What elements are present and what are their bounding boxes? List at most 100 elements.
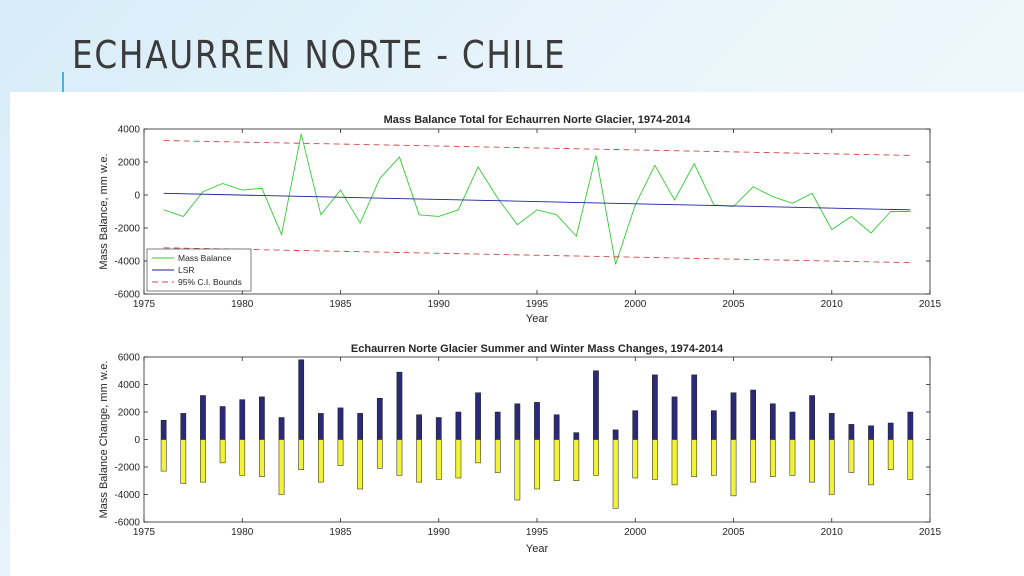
bar-summer [219, 439, 226, 464]
x-tick-label: 1995 [526, 527, 549, 538]
x-tick-label: 1990 [428, 299, 451, 310]
bar-winter [711, 410, 717, 440]
bar-summer [730, 439, 737, 497]
bar-winter [730, 392, 737, 440]
bar-winter [632, 410, 639, 440]
y-tick-label: -2000 [114, 224, 140, 235]
series-line-lsr [163, 192, 911, 211]
bar-winter [907, 411, 914, 440]
bar-winter [514, 403, 521, 440]
bar-summer [534, 439, 540, 490]
bar-summer [396, 439, 403, 476]
bar-winter [848, 424, 855, 440]
x-tick-label: 2005 [722, 299, 745, 310]
bar-winter [475, 392, 481, 440]
series-line-ci-lower [163, 247, 911, 264]
x-tick-label: 2005 [722, 527, 745, 538]
y-tick-label: 4000 [118, 380, 141, 391]
bar-summer [573, 439, 580, 481]
x-tick-label: 2015 [919, 299, 942, 310]
x-tick-label: 2010 [821, 299, 844, 310]
bar-summer [239, 439, 246, 476]
y-tick-label: 6000 [118, 353, 141, 364]
bar-summer [278, 439, 285, 495]
y-tick-label: 0 [134, 435, 140, 446]
y-tick-label: 2000 [118, 408, 141, 419]
bar-winter [593, 370, 599, 440]
x-tick-label: 1980 [231, 299, 254, 310]
x-tick-label: 1975 [133, 299, 156, 310]
plot-area [143, 128, 931, 295]
bar-summer [475, 439, 481, 464]
bar-summer [652, 439, 658, 480]
bar-winter [318, 413, 324, 440]
x-tick-label: 1975 [133, 527, 156, 538]
bar-winter [494, 411, 501, 440]
bar-summer [553, 439, 560, 481]
y-tick-label: 4000 [118, 125, 141, 136]
bar-summer [357, 439, 363, 490]
content-panel: Mass Balance Total for Echaurren Norte G… [10, 92, 1024, 576]
x-tick-label: 1990 [428, 527, 451, 538]
x-tick-label: 2015 [919, 527, 942, 538]
bar-winter [180, 413, 187, 440]
bar-winter [809, 395, 815, 440]
bar-summer [200, 439, 206, 483]
bar-winter [376, 398, 383, 440]
bar-winter [868, 425, 874, 440]
title-accent-bar [62, 72, 64, 94]
bar-summer [828, 439, 835, 495]
x-tick-label: 1985 [329, 299, 352, 310]
x-tick-label: 1995 [526, 299, 549, 310]
bar-summer [711, 439, 717, 476]
bar-summer [632, 439, 639, 479]
y-axis-label: Mass Balance Change, mm w.e. [98, 361, 110, 519]
bar-summer [298, 439, 305, 470]
bar-winter [160, 420, 167, 440]
bar-summer [416, 439, 422, 483]
y-tick-label: -6000 [114, 290, 140, 301]
y-tick-label: -2000 [114, 463, 140, 474]
y-tick-label: 0 [134, 191, 140, 202]
bar-winter [691, 374, 698, 440]
bar-summer [907, 439, 914, 480]
bar-summer [691, 439, 698, 477]
bar-summer [259, 439, 265, 477]
bar-winter [435, 417, 442, 440]
chart-title: Echaurren Norte Glacier Summer and Winte… [351, 343, 724, 355]
x-axis-label: Year [526, 313, 549, 325]
bar-summer [887, 439, 894, 470]
bar-summer [337, 439, 344, 466]
y-tick-label: -4000 [114, 490, 140, 501]
bar-winter [219, 406, 226, 440]
bar-winter [553, 414, 560, 440]
bar-winter [357, 413, 363, 440]
x-tick-label: 2000 [624, 299, 647, 310]
bar-winter [612, 429, 619, 440]
slide-title: ECHAURREN NORTE - CHILE [72, 33, 567, 77]
y-tick-label: 2000 [118, 158, 141, 169]
bar-summer [494, 439, 501, 473]
x-tick-label: 1985 [329, 527, 352, 538]
y-tick-label: -6000 [114, 518, 140, 529]
bar-winter [828, 413, 835, 440]
bar-summer [455, 439, 462, 479]
chart-title: Mass Balance Total for Echaurren Norte G… [384, 114, 692, 126]
bar-summer [180, 439, 187, 484]
bar-summer [514, 439, 521, 501]
bar-winter [298, 359, 305, 440]
bar-winter [671, 396, 678, 440]
bar-summer [868, 439, 874, 486]
bar-summer [809, 439, 815, 483]
slide-header: ECHAURREN NORTE - CHILE [0, 0, 1024, 94]
bar-winter [396, 371, 403, 440]
bar-winter [789, 411, 796, 440]
bar-winter [259, 396, 265, 440]
bar-winter [887, 422, 894, 440]
bar-summer [318, 439, 324, 483]
series-line-mass-balance [163, 133, 911, 265]
legend-label: Mass Balance [178, 253, 232, 263]
bar-winter [455, 411, 462, 440]
charts-canvas: Mass Balance Total for Echaurren Norte G… [98, 114, 942, 555]
bar-summer [750, 439, 756, 483]
